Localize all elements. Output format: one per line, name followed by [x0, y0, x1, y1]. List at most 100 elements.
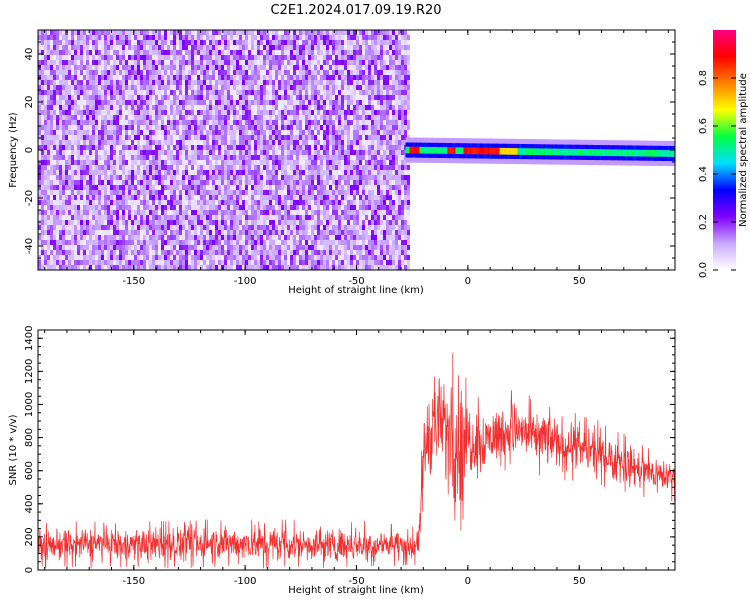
heatmap-cell — [110, 110, 113, 115]
heatmap-cell — [377, 45, 380, 50]
heatmap-cell — [359, 170, 362, 175]
heatmap-cell — [254, 60, 257, 65]
heatmap-cell — [389, 215, 392, 220]
heatmap-cell — [227, 145, 230, 150]
heatmap-cell — [251, 220, 254, 225]
heatmap-cell — [287, 110, 290, 115]
heatmap-cell — [305, 155, 308, 160]
heatmap-cell — [92, 120, 95, 125]
heatmap-cell — [185, 185, 188, 190]
heatmap-cell — [152, 180, 155, 185]
heatmap-cell — [116, 215, 119, 220]
heatmap-cell — [320, 110, 323, 115]
heatmap-cell — [176, 70, 179, 75]
heatmap-cell — [311, 100, 314, 105]
heatmap-cell — [233, 195, 236, 200]
heatmap-cell — [227, 160, 230, 165]
heatmap-cell — [344, 75, 347, 80]
heatmap-cell — [392, 215, 395, 220]
heatmap-cell — [341, 30, 344, 35]
heatmap-cell — [173, 140, 176, 145]
heatmap-cell — [116, 140, 119, 145]
heatmap-cell — [260, 65, 263, 70]
heatmap-cell — [329, 190, 332, 195]
heatmap-cell — [263, 95, 266, 100]
heatmap-cell — [137, 200, 140, 205]
heatmap-cell — [257, 35, 260, 40]
heatmap-cell — [230, 120, 233, 125]
heatmap-cell — [392, 165, 395, 170]
heatmap-cell — [272, 185, 275, 190]
heatmap-cell — [113, 145, 116, 150]
heatmap-cell — [263, 35, 266, 40]
heatmap-cell — [86, 225, 89, 230]
heatmap-cell — [224, 110, 227, 115]
heatmap-cell — [182, 210, 185, 215]
heatmap-cell — [299, 30, 302, 35]
heatmap-cell — [110, 190, 113, 195]
heatmap-cell — [116, 120, 119, 125]
heatmap-cell — [398, 200, 401, 205]
heatmap-cell — [251, 100, 254, 105]
heatmap-cell — [356, 185, 359, 190]
heatmap-cell — [68, 170, 71, 175]
heatmap-cell — [374, 145, 377, 150]
heatmap-cell — [374, 190, 377, 195]
heatmap-cell — [185, 165, 188, 170]
heatmap-cell — [83, 55, 86, 60]
heatmap-cell — [275, 125, 278, 130]
heatmap-cell — [149, 100, 152, 105]
heatmap-cell — [320, 195, 323, 200]
heatmap-cell — [341, 205, 344, 210]
heatmap-cell — [74, 80, 77, 85]
heatmap-cell — [140, 35, 143, 40]
heatmap-cell — [182, 215, 185, 220]
heatmap-cell — [146, 145, 149, 150]
heatmap-cell — [371, 140, 374, 145]
heatmap-cell — [218, 180, 221, 185]
heatmap-cell — [353, 150, 356, 155]
heatmap-cell — [152, 85, 155, 90]
heatmap-cell — [218, 55, 221, 60]
heatmap-cell — [320, 105, 323, 110]
heatmap-cell — [374, 215, 377, 220]
heatmap-cell — [398, 105, 401, 110]
heatmap-cell — [107, 60, 110, 65]
heatmap-cell — [287, 100, 290, 105]
heatmap-cell — [107, 55, 110, 60]
heatmap-cell — [383, 35, 386, 40]
heatmap-cell — [314, 85, 317, 90]
heatmap-cell — [320, 200, 323, 205]
heatmap-cell — [161, 100, 164, 105]
heatmap-cell — [356, 120, 359, 125]
heatmap-cell — [113, 170, 116, 175]
heatmap-cell — [275, 75, 278, 80]
heatmap-cell — [230, 70, 233, 75]
heatmap-cell — [128, 220, 131, 225]
heatmap-cell — [329, 90, 332, 95]
heatmap-cell — [380, 195, 383, 200]
heatmap-cell — [179, 75, 182, 80]
heatmap-cell — [401, 35, 404, 40]
heatmap-cell — [173, 120, 176, 125]
heatmap-cell — [86, 215, 89, 220]
heatmap-cell — [281, 60, 284, 65]
heatmap-cell — [212, 195, 215, 200]
heatmap-cell — [227, 210, 230, 215]
heatmap-cell — [188, 55, 191, 60]
heatmap-cell — [233, 130, 236, 135]
heatmap-cell — [395, 205, 398, 210]
heatmap-cell — [173, 185, 176, 190]
heatmap-cell — [47, 145, 50, 150]
heatmap-cell — [152, 125, 155, 130]
heatmap-cell — [305, 45, 308, 50]
heatmap-cell — [341, 165, 344, 170]
heatmap-cell — [404, 185, 407, 190]
heatmap-cell — [296, 190, 299, 195]
heatmap-cell — [182, 40, 185, 45]
heatmap-cell — [359, 55, 362, 60]
heatmap-cell — [50, 100, 53, 105]
heatmap-cell — [122, 190, 125, 195]
heatmap-cell — [149, 30, 152, 35]
heatmap-cell — [167, 165, 170, 170]
